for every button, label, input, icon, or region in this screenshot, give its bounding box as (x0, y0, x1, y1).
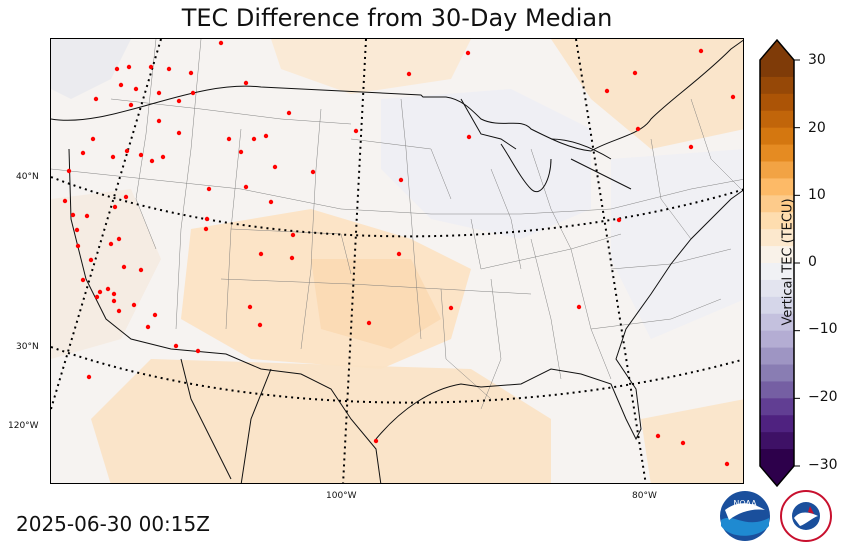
lon-label-100w: 100°W (326, 491, 357, 501)
colorbar-band (760, 246, 794, 264)
colorbar-tick-20: 20 (808, 120, 826, 136)
timestamp: 2025-06-30 00:15Z (16, 512, 210, 536)
station-dots (62, 40, 736, 467)
colorbar-band (760, 263, 794, 281)
colorbar-band (760, 313, 794, 332)
colorbar-band (760, 432, 794, 450)
colorbar-band (760, 415, 794, 433)
noaa-logo-icon: NOAA (720, 491, 770, 541)
colorbar-tick-30: 30 (808, 52, 826, 68)
lat-label-40n: 40°N (16, 172, 39, 182)
colorbar-tick-neg20: −20 (808, 389, 838, 405)
colorbar-tick-neg30: −30 (808, 457, 838, 473)
colorbar-label: Vertical TEC (TECU) (780, 198, 796, 326)
colorbar-tick-neg10: −10 (808, 321, 838, 337)
lat-label-30n: 30°N (16, 342, 39, 352)
colorbar-band (760, 144, 794, 162)
colorbar-band (760, 161, 794, 179)
colorbar-band (760, 347, 794, 365)
lon-label-80w: 80°W (632, 491, 657, 501)
colorbar-tick-10: 10 (808, 187, 826, 203)
colorbar-band (760, 296, 794, 315)
colorbar-band (760, 229, 794, 247)
colorbar-band (760, 178, 794, 196)
map-canvas (51, 39, 743, 483)
colorbar (759, 38, 800, 488)
colorbar-band (760, 279, 794, 298)
colorbar-band (760, 60, 794, 78)
lon-label-120w: 120°W (8, 421, 39, 431)
chart-title: TEC Difference from 30-Day Median (181, 4, 613, 32)
colorbar-band (760, 398, 794, 416)
colorbar-band (760, 381, 794, 399)
colorbar-band (760, 195, 794, 213)
colorbar-extend-max (760, 40, 794, 60)
colorbar-band (760, 93, 794, 112)
colorbar-band (760, 330, 794, 349)
noaa-logo-text: NOAA (733, 499, 757, 508)
colorbar-tick-0: 0 (808, 254, 817, 270)
colorbar-band (760, 364, 794, 382)
nws-logo-icon (780, 490, 832, 542)
colorbar-band (760, 110, 794, 129)
colorbar-extend-min (760, 466, 794, 486)
colorbar-band (760, 127, 794, 146)
colorbar-band (760, 76, 794, 95)
tec-map (50, 38, 744, 484)
colorbar-band (760, 212, 794, 230)
colorbar-band (760, 449, 794, 467)
